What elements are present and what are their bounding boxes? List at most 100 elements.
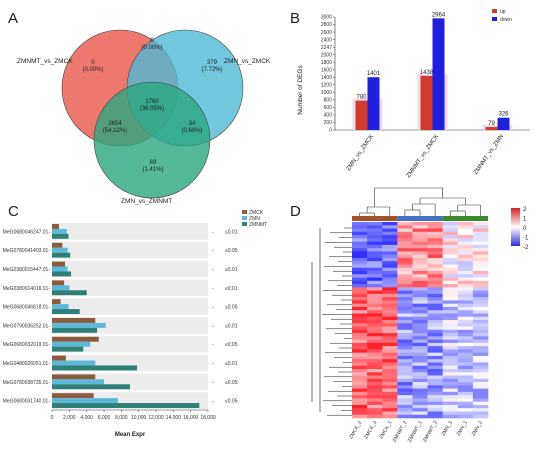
heatmap-cell: [442, 251, 459, 255]
heatmap-cell: [442, 414, 459, 419]
dash-marker: -: [212, 361, 214, 367]
heatmap-cell: [427, 238, 443, 242]
y-tick-label: 2000: [321, 52, 332, 58]
heatmap-cell: [367, 271, 383, 275]
legend-swatch: [492, 9, 497, 13]
heatmap-cell: [352, 414, 368, 419]
heatmap-cell: [382, 401, 398, 406]
gene-label: MeG0790036252.01-: [3, 323, 51, 329]
heatmap-cell: [367, 404, 383, 409]
heatmap-cell: [442, 346, 459, 350]
heatmap-cell: [457, 297, 474, 301]
venn-circle-zmn-vs-zmnmt: [93, 81, 211, 199]
heatmap-cell: [427, 391, 443, 396]
heatmap-cell: [442, 264, 459, 269]
heatmap-cell: [382, 349, 398, 353]
heatmap-cell: [367, 365, 383, 370]
column-label: ZMN_3: [441, 420, 455, 437]
heatmap-cell: [427, 271, 443, 275]
heatmap-cell: [442, 277, 459, 282]
bar: [52, 309, 80, 314]
heatmap-cell: [412, 313, 428, 318]
heatmap-cell: [382, 287, 398, 291]
heatmap-cell: [352, 271, 368, 275]
heatmap-cell: [382, 382, 398, 386]
heatmap-cell: [457, 388, 474, 393]
venn-region-count: 69: [150, 160, 157, 166]
heatmap-cell: [352, 333, 368, 337]
heatmap-cell: [397, 375, 413, 380]
heatmap-cell: [412, 329, 428, 334]
heatmap-cell: [382, 280, 398, 285]
heatmap-cell: [472, 248, 489, 252]
heatmap-cell: [412, 349, 428, 353]
heatmap-cell: [352, 388, 368, 393]
x-tick-label: 2,000: [63, 415, 76, 421]
heatmap-cell: [442, 306, 459, 311]
heatmap-cell: [367, 414, 383, 419]
heatmap-cell: [457, 375, 474, 380]
heatmap-cell: [427, 372, 443, 376]
heatmap-cell: [382, 320, 398, 324]
heatmap-cell: [412, 261, 428, 265]
heatmap-cell: [472, 329, 489, 334]
x-category-label: ZMNMT_vs_ZMN: [473, 134, 505, 176]
heatmap-cell: [397, 290, 413, 295]
heatmap-cell: [367, 241, 383, 246]
heatmap-cell: [457, 300, 474, 304]
heatmap-cell: [367, 222, 383, 226]
heatmap-cell: [472, 238, 489, 242]
heatmap-cell: [412, 339, 428, 344]
gene-label: MeG0780038735.01-: [3, 380, 51, 386]
heatmap-cell: [457, 401, 474, 406]
heatmap-cell: [427, 385, 443, 389]
heatmap-cell: [367, 395, 383, 399]
heatmap-cell: [442, 339, 459, 344]
heatmap-cell: [412, 414, 428, 419]
heatmap-cell: [412, 352, 428, 357]
heatmap-cell: [412, 359, 428, 363]
dash-marker: -: [212, 267, 214, 273]
pvalue-label: ≤0.01: [225, 229, 238, 235]
heatmap-cell: [427, 365, 443, 370]
heatmap-cell: [472, 349, 489, 353]
heatmap-cell: [442, 300, 459, 304]
heatmap-cell: [457, 385, 474, 389]
heatmap-cell: [382, 231, 398, 236]
x-tick-label: 6,000: [98, 415, 111, 421]
heatmap-cell: [382, 375, 398, 380]
heatmap-cell: [382, 398, 398, 402]
dash-marker: -: [212, 380, 214, 386]
heatmap-cell: [352, 320, 368, 324]
heatmap-cell: [472, 320, 489, 324]
y-tick-label: 1600: [321, 67, 332, 73]
heatmap-cell: [397, 310, 413, 314]
heatmap-cell: [427, 346, 443, 350]
heatmap-cell: [352, 395, 368, 399]
pvalue-label: ≤0.05: [225, 248, 238, 254]
heatmap-cell: [412, 336, 428, 340]
heatmap-cell: [442, 280, 459, 285]
heatmap-cell: [352, 280, 368, 285]
heatmap-cell: [412, 277, 428, 282]
column-label: ZMNMT_3: [422, 420, 439, 444]
heatmap-cell: [427, 290, 443, 295]
heatmap-cell: [457, 274, 474, 278]
heatmap-cell: [397, 228, 413, 233]
heatmap-cell: [427, 228, 443, 233]
heatmap-cell: [412, 274, 428, 278]
heatmap-cell: [457, 251, 474, 255]
bar: [52, 384, 130, 390]
heatmap-cell: [412, 382, 428, 386]
heatmap-cell: [472, 352, 489, 357]
heatmap-cell: [412, 287, 428, 291]
heatmap-cell: [427, 274, 443, 278]
bar: [367, 77, 380, 130]
heatmap-cell: [397, 385, 413, 389]
bar: [52, 285, 70, 291]
bar: [52, 290, 87, 296]
heatmap-cell: [382, 264, 398, 269]
heatmap-cell: [427, 329, 443, 334]
heatmap-cell: [472, 326, 489, 331]
heatmap-cell: [367, 313, 383, 318]
